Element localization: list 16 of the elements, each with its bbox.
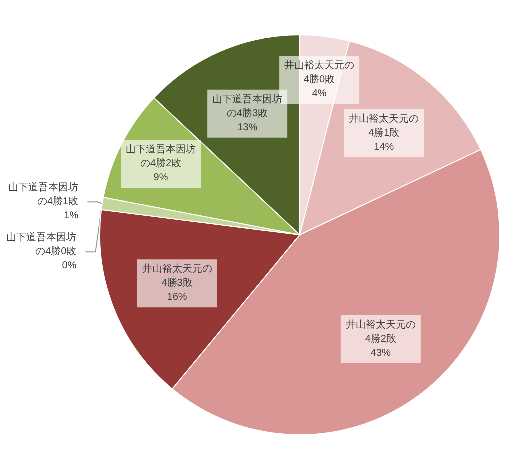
data-label: 9% xyxy=(154,172,168,184)
data-label: 4% xyxy=(312,88,327,100)
text: 0% xyxy=(62,260,77,272)
data-label: 1% xyxy=(64,210,79,222)
data-label: 43% xyxy=(370,348,392,359)
data-label: 16% xyxy=(167,292,188,304)
category-label: 山下道吾本因坊の4勝0敗 xyxy=(6,232,77,258)
slice-label: 山下道吾本因坊の4勝3敗 xyxy=(212,93,283,120)
slice-label: 井山裕太天元の4勝3敗 xyxy=(142,263,212,290)
slice-label: 井山裕太天元の4勝0敗 xyxy=(284,60,355,86)
slice-label: 井山裕太天元の4勝2敗 xyxy=(346,318,416,345)
data-label: 14% xyxy=(374,142,394,153)
slice-label: 山下道吾本因坊の4勝1敗 xyxy=(8,182,79,208)
slice-label: 山下道吾本因坊の4勝2敗 xyxy=(126,144,196,170)
data-label: 13% xyxy=(238,122,258,134)
slice-label: 井山裕太天元の4勝1敗 xyxy=(349,112,420,139)
